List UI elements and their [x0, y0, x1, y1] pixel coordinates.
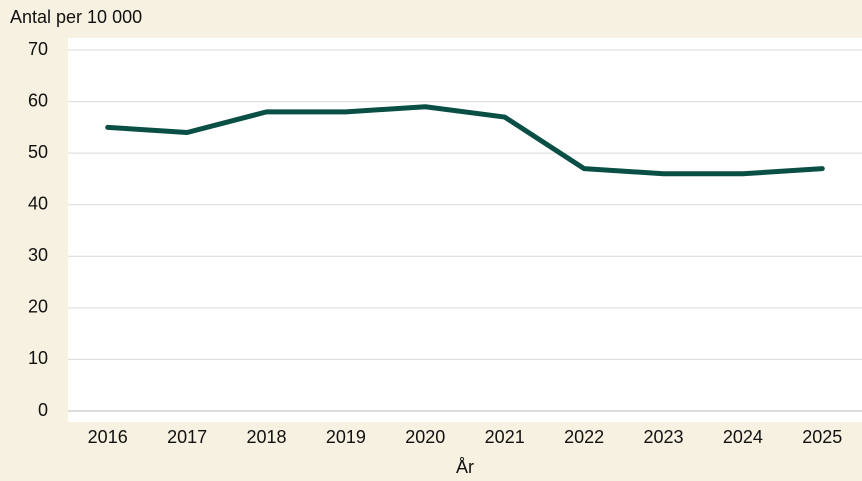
x-tick-label: 2023	[643, 427, 683, 447]
plot-area	[68, 38, 862, 422]
x-tick-label: 2025	[802, 427, 842, 447]
x-tick-label: 2016	[88, 427, 128, 447]
y-tick-label: 50	[28, 142, 48, 162]
x-tick-label: 2017	[167, 427, 207, 447]
y-tick-label: 10	[28, 348, 48, 368]
x-tick-label: 2024	[723, 427, 763, 447]
x-tick-label: 2019	[326, 427, 366, 447]
y-tick-label: 70	[28, 39, 48, 59]
y-tick-label: 30	[28, 245, 48, 265]
x-tick-label: 2021	[485, 427, 525, 447]
y-tick-label: 40	[28, 193, 48, 213]
y-axis-title: Antal per 10 000	[10, 7, 142, 27]
y-tick-label: 0	[38, 400, 48, 420]
y-tick-label: 20	[28, 297, 48, 317]
y-tick-label: 60	[28, 90, 48, 110]
x-tick-label: 2022	[564, 427, 604, 447]
x-tick-label: 2020	[405, 427, 445, 447]
x-tick-label: 2018	[246, 427, 286, 447]
data-line	[105, 104, 825, 177]
x-axis-title: År	[456, 457, 474, 477]
